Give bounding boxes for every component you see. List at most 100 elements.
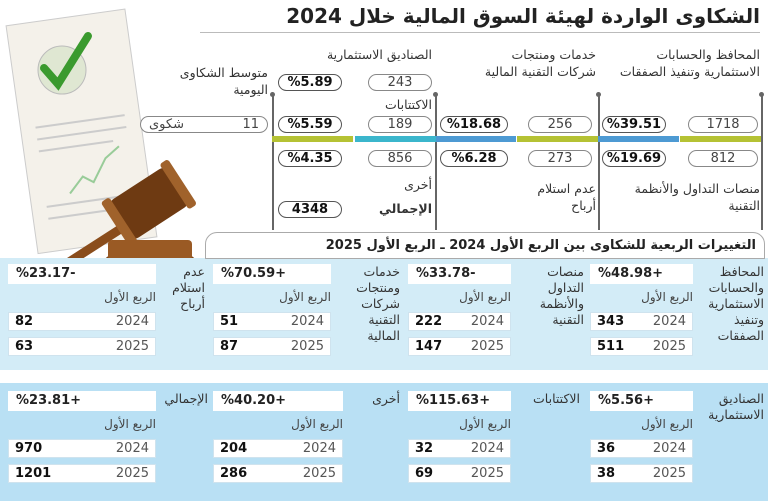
row-2024: 82 2024: [8, 312, 156, 331]
year-2024: 2024: [652, 314, 686, 329]
quarter-label: الربع الأول: [291, 417, 343, 431]
value-2025: 511: [597, 339, 625, 354]
count-ipo: 189: [368, 116, 432, 133]
group-label: الصناديق الاستثمارية: [708, 391, 764, 422]
summary-label-other: أخرى: [404, 177, 432, 192]
value-2024: 222: [415, 314, 443, 329]
count-trading-platforms: 812: [688, 150, 758, 167]
group-label: خدمات ومنتجات شركات التقنية المالية: [356, 264, 400, 343]
daily-average-box: شكوى 11: [140, 116, 268, 133]
year-2024: 2024: [302, 441, 336, 456]
quarter-label: الربع الأول: [641, 290, 693, 304]
value-2024: 343: [597, 314, 625, 329]
value-2024: 36: [597, 441, 616, 456]
quarter-label: الربع الأول: [104, 290, 156, 304]
change-percent: %33.78-: [408, 264, 511, 284]
group-label: الإجمالي: [164, 391, 208, 406]
pct-fintech: %18.68: [440, 116, 508, 133]
row-2024: 32 2024: [408, 439, 511, 458]
group-label: الاكتتابات: [533, 391, 580, 406]
value-2025: 87: [220, 339, 239, 354]
row-2025: 147 2025: [408, 337, 511, 356]
total-value: 4348: [278, 201, 342, 218]
summary-label-funds: الصناديق الاستثمارية: [326, 47, 432, 62]
year-2025: 2025: [652, 339, 686, 354]
summary-label-daily-average: متوسط الشكاوى اليومية: [179, 65, 268, 97]
row-2025: 87 2025: [213, 337, 331, 356]
value-2025: 63: [15, 339, 34, 354]
count-funds: 243: [368, 74, 432, 91]
value-2025: 147: [415, 339, 443, 354]
pct-funds: %5.89: [278, 74, 342, 91]
year-2025: 2025: [470, 339, 504, 354]
divider: [433, 92, 438, 230]
row-2025: 69 2025: [408, 464, 511, 483]
count-dividends: 273: [528, 150, 592, 167]
summary-label-fintech: خدمات ومنتجات شركات التقنية المالية: [484, 47, 596, 79]
value-2025: 38: [597, 466, 616, 481]
document-gavel-icon: [5, 8, 197, 305]
row-2025: 1201 2025: [8, 464, 156, 483]
row-2024: 222 2024: [408, 312, 511, 331]
year-2025: 2025: [652, 466, 686, 481]
bar-segment: [435, 136, 516, 142]
row-2024: 36 2024: [590, 439, 693, 458]
row-2024: 204 2024: [213, 439, 343, 458]
bar-segment: [517, 136, 598, 142]
row-2024: 970 2024: [8, 439, 156, 458]
year-2024: 2024: [652, 441, 686, 456]
row-2025: 286 2025: [213, 464, 343, 483]
row-2025: 511 2025: [590, 337, 693, 356]
quarter-label: الربع الأول: [279, 290, 331, 304]
quarterly-header: التغييرات الربعية للشكاوى بين الربع الأو…: [205, 232, 765, 259]
daily-average-value: 11: [242, 117, 259, 132]
title-underline: [200, 32, 760, 33]
year-2025: 2025: [302, 466, 336, 481]
year-2025: 2025: [290, 339, 324, 354]
change-percent: %23.17-: [8, 264, 156, 284]
group-label: المحافظ والحسابات الاستثمارية وتنفيذ الص…: [708, 264, 764, 343]
year-2024: 2024: [115, 441, 149, 456]
group-label: عدم استلام أرباح: [172, 264, 205, 311]
value-2025: 69: [415, 466, 434, 481]
year-2025: 2025: [470, 466, 504, 481]
complaint-illustration: [0, 0, 205, 330]
year-2024: 2024: [290, 314, 324, 329]
page-title: الشكاوى الواردة لهيئة السوق المالية خلال…: [286, 4, 760, 28]
quarter-label: الربع الأول: [641, 417, 693, 431]
value-2024: 970: [15, 441, 43, 456]
summary-label-portfolios: المحافظ والحسابات الاستثمارية وتنفيذ الص…: [619, 47, 760, 79]
bar-segment: [680, 136, 761, 142]
row-2025: 63 2025: [8, 337, 156, 356]
year-2024: 2024: [470, 441, 504, 456]
value-2025: 1201: [15, 466, 52, 481]
count-other: 856: [368, 150, 432, 167]
count-portfolios: 1718: [688, 116, 758, 133]
value-2024: 82: [15, 314, 34, 329]
value-2024: 51: [220, 314, 239, 329]
change-percent: %23.81+: [8, 391, 156, 411]
bar-segment: [598, 136, 679, 142]
pct-dividends: %6.28: [440, 150, 508, 167]
pct-other: %4.35: [278, 150, 342, 167]
year-2025: 2025: [115, 339, 149, 354]
change-percent: %48.98+: [590, 264, 693, 284]
value-2024: 204: [220, 441, 248, 456]
change-percent: %70.59+: [213, 264, 331, 284]
count-fintech: 256: [528, 116, 592, 133]
change-percent: %40.20+: [213, 391, 343, 411]
group-label: منصات التداول والأنظمة التقنية: [539, 264, 584, 327]
value-2025: 286: [220, 466, 248, 481]
year-2024: 2024: [115, 314, 149, 329]
year-2024: 2024: [470, 314, 504, 329]
daily-average-unit: شكوى: [149, 117, 184, 132]
pct-trading-platforms: %19.69: [602, 150, 666, 167]
summary-label-total: الإجمالي: [378, 201, 432, 216]
row-2025: 38 2025: [590, 464, 693, 483]
summary-label-dividends: عدم استلام أرباح: [537, 181, 596, 213]
change-percent: %5.56+: [590, 391, 693, 411]
divider: [270, 92, 275, 230]
group-label: أخرى: [372, 391, 400, 406]
row-2024: 343 2024: [590, 312, 693, 331]
pct-ipo: %5.59: [278, 116, 342, 133]
